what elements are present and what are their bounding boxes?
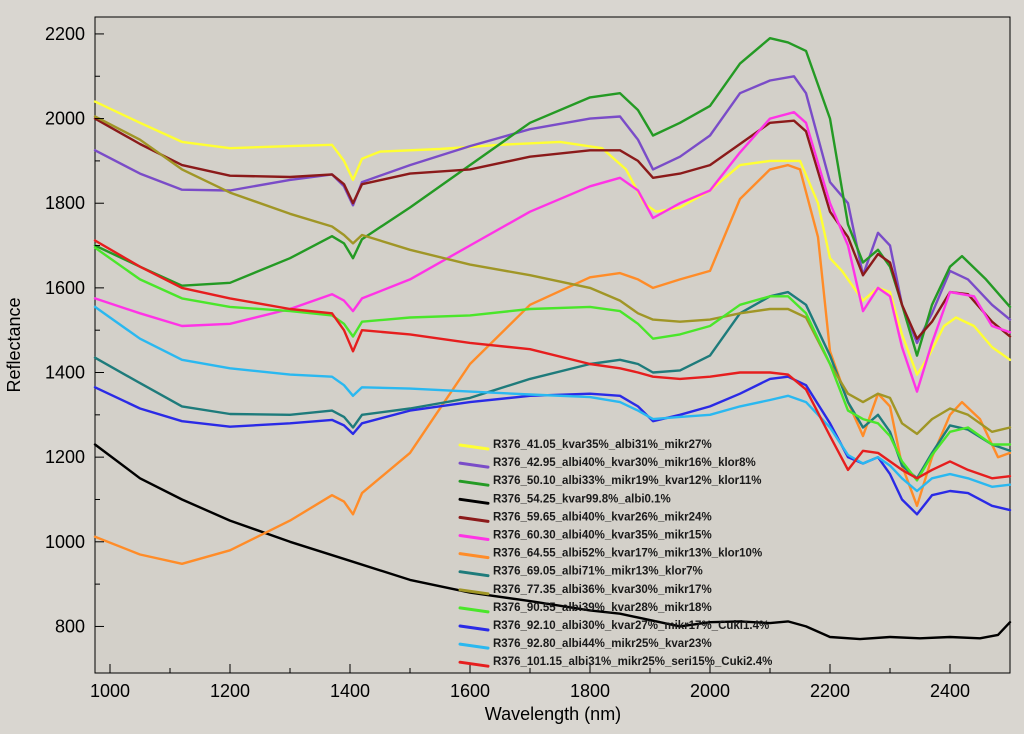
legend-swatch-12: [458, 642, 490, 650]
series-line-13: [93, 239, 1012, 480]
legend-label-12: R376_92.80_albi44%_mikr25%_kvar23%: [493, 638, 712, 650]
legend-swatch-5: [458, 515, 490, 523]
x-tick-label-1200: 1200: [210, 681, 250, 701]
y-tick-label-1800: 1800: [45, 193, 85, 213]
x-tick-label-2200: 2200: [810, 681, 850, 701]
legend-swatch-7: [458, 552, 490, 560]
plot-area: [93, 16, 1012, 674]
legend-swatch-3: [458, 479, 490, 487]
y-tick-label-1200: 1200: [45, 447, 85, 467]
axes: 1000 1200 1400 1600 1800 2000 2200 2400 800 1000 1…: [45, 24, 1011, 701]
legend-label-9: R376_77.35_albi36%_kvar30%_mikr17%: [493, 584, 712, 596]
legend-label-8: R376_69.05_albi71%_mikr13%_klor7%: [493, 566, 703, 578]
series-line-6: [93, 111, 1012, 393]
x-tick-label-1800: 1800: [570, 681, 610, 701]
legend-swatch-6: [458, 534, 490, 541]
legend-item-10: R376_90.55_albi39%_kvar28%_mikr18%: [458, 602, 712, 614]
x-tick-label-1600: 1600: [450, 681, 490, 701]
legend-item-3: R376_50.10_albi33%_mikr19%_kvar12%_klor1…: [458, 475, 762, 487]
legend-item-13: R376_101.15_albi31%_mikr25%_seri15%_Cuki…: [458, 656, 772, 668]
legend-item-8: R376_69.05_albi71%_mikr13%_klor7%: [458, 566, 703, 578]
legend-item-4: R376_54.25_kvar99.8%_albi0.1%: [458, 493, 671, 505]
legend-label-5: R376_59.65_albi40%_kvar26%_mikr24%: [493, 511, 712, 523]
legend-label-6: R376_60.30_albi40%_kvar35%_mikr15%: [493, 530, 712, 542]
legend-label-10: R376_90.55_albi39%_kvar28%_mikr18%: [493, 602, 712, 614]
series-line-4: [93, 443, 1012, 641]
legend-label-4: R376_54.25_kvar99.8%_albi0.1%: [493, 493, 671, 505]
legend-label-3: R376_50.10_albi33%_mikr19%_kvar12%_klor1…: [493, 475, 762, 487]
y-tick-label-1600: 1600: [45, 278, 85, 298]
legend-item-11: R376_92.10_albi30%_kvar27%_mikr17%_Cuki1…: [458, 620, 769, 632]
series-line-1: [93, 100, 1012, 376]
series-line-10: [93, 246, 1012, 482]
legend-item-9: R376_77.35_albi36%_kvar30%_mikr17%: [458, 584, 712, 596]
y-tick-label-1400: 1400: [45, 363, 85, 383]
legend-swatch-1: [458, 443, 490, 451]
legend-swatch-13: [458, 660, 490, 668]
series-line-9: [93, 115, 1012, 436]
x-tick-label-1000: 1000: [90, 681, 130, 701]
legend-label-1: R376_41.05_kvar35%_albi31%_mikr27%: [493, 439, 712, 451]
legend-swatch-9: [458, 588, 490, 596]
legend-item-7: R376_64.55_albi52%_kvar17%_mikr13%_klor1…: [458, 548, 762, 560]
x-tick-label-1400: 1400: [330, 681, 370, 701]
y-tick-label-2200: 2200: [45, 24, 85, 44]
y-tick-label-800: 800: [55, 616, 85, 636]
legend-swatch-11: [458, 624, 490, 632]
legend: R376_41.05_kvar35%_albi31%_mikr27% R376_4…: [458, 439, 772, 668]
legend-label-13: R376_101.15_albi31%_mikr25%_seri15%_Cuki…: [493, 656, 772, 668]
series-line-3: [93, 37, 1012, 357]
legend-item-6: R376_60.30_albi40%_kvar35%_mikr15%: [458, 530, 712, 542]
legend-swatch-10: [458, 606, 490, 614]
series-line-12: [93, 305, 1012, 493]
legend-swatch-2: [458, 461, 490, 469]
series-lines: [93, 37, 1012, 641]
y-tick-label-1000: 1000: [45, 532, 85, 552]
legend-label-7: R376_64.55_albi52%_kvar17%_mikr13%_klor1…: [493, 548, 762, 560]
x-tick-label-2000: 2000: [690, 681, 730, 701]
y-axis-title: Reflectance: [4, 297, 24, 392]
legend-item-5: R376_59.65_albi40%_kvar26%_mikr24%: [458, 511, 712, 523]
legend-item-2: R376_42.95_albi40%_kvar30%_mikr16%_klor8…: [458, 457, 756, 469]
legend-swatch-4: [458, 497, 490, 505]
legend-item-1: R376_41.05_kvar35%_albi31%_mikr27%: [458, 439, 712, 451]
legend-label-11: R376_92.10_albi30%_kvar27%_mikr17%_Cuki1…: [493, 620, 769, 632]
series-line-5: [93, 117, 1012, 340]
legend-item-12: R376_92.80_albi44%_mikr25%_kvar23%: [458, 638, 712, 650]
x-tick-label-2400: 2400: [930, 681, 970, 701]
legend-swatch-8: [458, 570, 490, 578]
x-axis-title: Wavelength (nm): [485, 704, 621, 724]
series-line-7: [93, 163, 1012, 565]
y-tick-label-2000: 2000: [45, 109, 85, 129]
legend-label-2: R376_42.95_albi40%_kvar30%_mikr16%_klor8…: [493, 457, 756, 469]
series-line-11: [93, 375, 1012, 516]
